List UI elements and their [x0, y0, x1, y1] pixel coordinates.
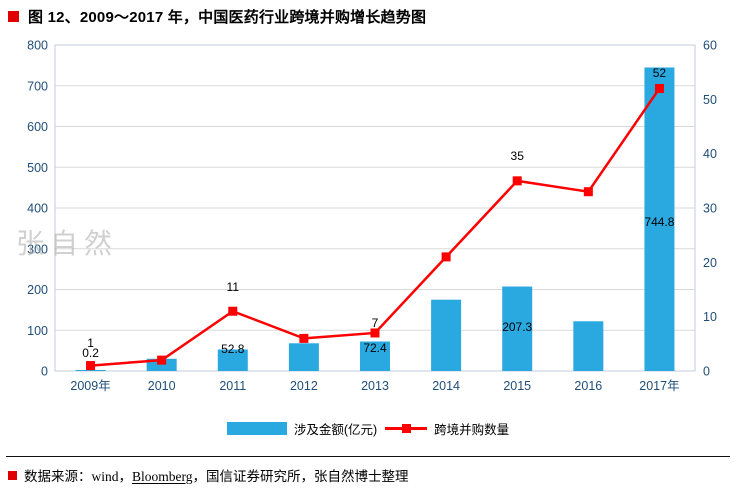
x-axis-label: 2013 — [361, 379, 389, 393]
y-axis-left-tick-label: 800 — [27, 39, 48, 53]
bar-series-label: 涉及金额(亿元) — [293, 423, 378, 437]
bar-2016 — [573, 321, 604, 371]
bar-2014 — [431, 299, 462, 371]
legend-item-bar-series: 涉及金额(亿元) — [226, 419, 378, 438]
line-marker-2014 — [441, 252, 451, 262]
bar-value-label: 72.4 — [363, 341, 387, 355]
bar-series-swatch-icon — [226, 422, 287, 435]
line-marker-2010 — [157, 355, 167, 365]
y-axis-right-tick-label: 30 — [703, 202, 717, 216]
bar-value-label: 52.8 — [221, 342, 245, 356]
line-marker-2016 — [583, 187, 593, 197]
y-axis-right-tick-label: 0 — [703, 365, 710, 379]
line-marker-2011 — [228, 306, 238, 316]
x-axis-label: 2016 — [574, 379, 602, 393]
x-axis-label: 2012 — [290, 379, 318, 393]
chart-legend: 涉及金额(亿元) 跨境并购数量 — [0, 419, 736, 438]
legend-item-line-series: 跨境并购数量 — [385, 419, 509, 438]
bar-2012 — [288, 343, 319, 371]
line-marker-2009年 — [86, 361, 96, 371]
y-axis-right-tick-label: 10 — [703, 310, 717, 324]
y-axis-right-tick-label: 20 — [703, 256, 717, 270]
line-series-swatch-icon — [385, 422, 428, 435]
x-axis-label: 2011 — [219, 379, 246, 393]
line-marker-2013 — [370, 328, 380, 338]
y-axis-right-tick-label: 60 — [703, 39, 717, 53]
figure-title-row: 图 12、2009～2017 年，中国医药行业跨境并购增长趋势图 — [8, 6, 426, 27]
red-square-bullet-icon — [8, 470, 17, 480]
y-axis-right-tick-label: 40 — [703, 147, 717, 161]
y-axis-left-tick-label: 500 — [27, 161, 48, 175]
y-axis-left-tick-label: 300 — [27, 242, 48, 256]
line-value-label: 35 — [511, 149, 525, 163]
y-axis-left-tick-label: 400 — [27, 202, 48, 216]
bar-value-label: 0.2 — [82, 346, 99, 360]
x-axis-label: 2014 — [432, 379, 460, 393]
x-axis-label: 2015 — [503, 379, 531, 393]
source-note: 数据来源：wind，Bloomberg，国信证券研究所，张自然博士整理 — [8, 465, 409, 485]
line-value-label: 7 — [372, 316, 379, 330]
y-axis-left-tick-label: 0 — [41, 365, 48, 379]
bar-2015 — [502, 286, 533, 371]
line-value-label: 52 — [653, 66, 667, 80]
bar-2011 — [217, 349, 248, 371]
line-marker-2015 — [512, 176, 522, 186]
line-marker-2017年 — [654, 83, 664, 93]
source-text: 数据来源：wind，Bloomberg，国信证券研究所，张自然博士整理 — [24, 465, 409, 485]
y-axis-left-tick-label: 200 — [27, 283, 48, 297]
y-axis-left-tick-label: 600 — [27, 120, 48, 134]
line-marker-2012 — [299, 333, 309, 343]
y-axis-left-tick-label: 100 — [27, 324, 48, 338]
bar-2009年 — [75, 370, 106, 371]
y-axis-right-tick-label: 50 — [703, 93, 717, 107]
x-axis-label: 2010 — [148, 379, 176, 393]
red-square-bullet-icon — [8, 11, 19, 22]
x-axis-label: 2009年 — [70, 379, 110, 393]
line-series-label: 跨境并购数量 — [434, 423, 510, 437]
y-axis-left-tick-label: 700 — [27, 79, 48, 93]
line-value-label: 11 — [227, 280, 240, 294]
bar-2013 — [360, 341, 390, 371]
bar-value-label: 207.3 — [502, 320, 532, 334]
line-value-label: 1 — [87, 336, 94, 350]
bar-value-label: 744.8 — [644, 215, 674, 229]
watermark: 张自然 — [16, 228, 119, 259]
bar-2017年 — [644, 67, 675, 371]
source-suffix: ，国信证券研究所，张自然博士整理 — [192, 469, 409, 484]
source-bloomberg-link: Bloomberg — [132, 469, 193, 484]
x-axis-label: 2017年 — [639, 379, 679, 393]
source-prefix: 数据来源：wind， — [24, 469, 132, 484]
page-title: 图 12、2009～2017 年，中国医药行业跨境并购增长趋势图 — [28, 9, 427, 26]
footer-divider — [6, 456, 730, 457]
